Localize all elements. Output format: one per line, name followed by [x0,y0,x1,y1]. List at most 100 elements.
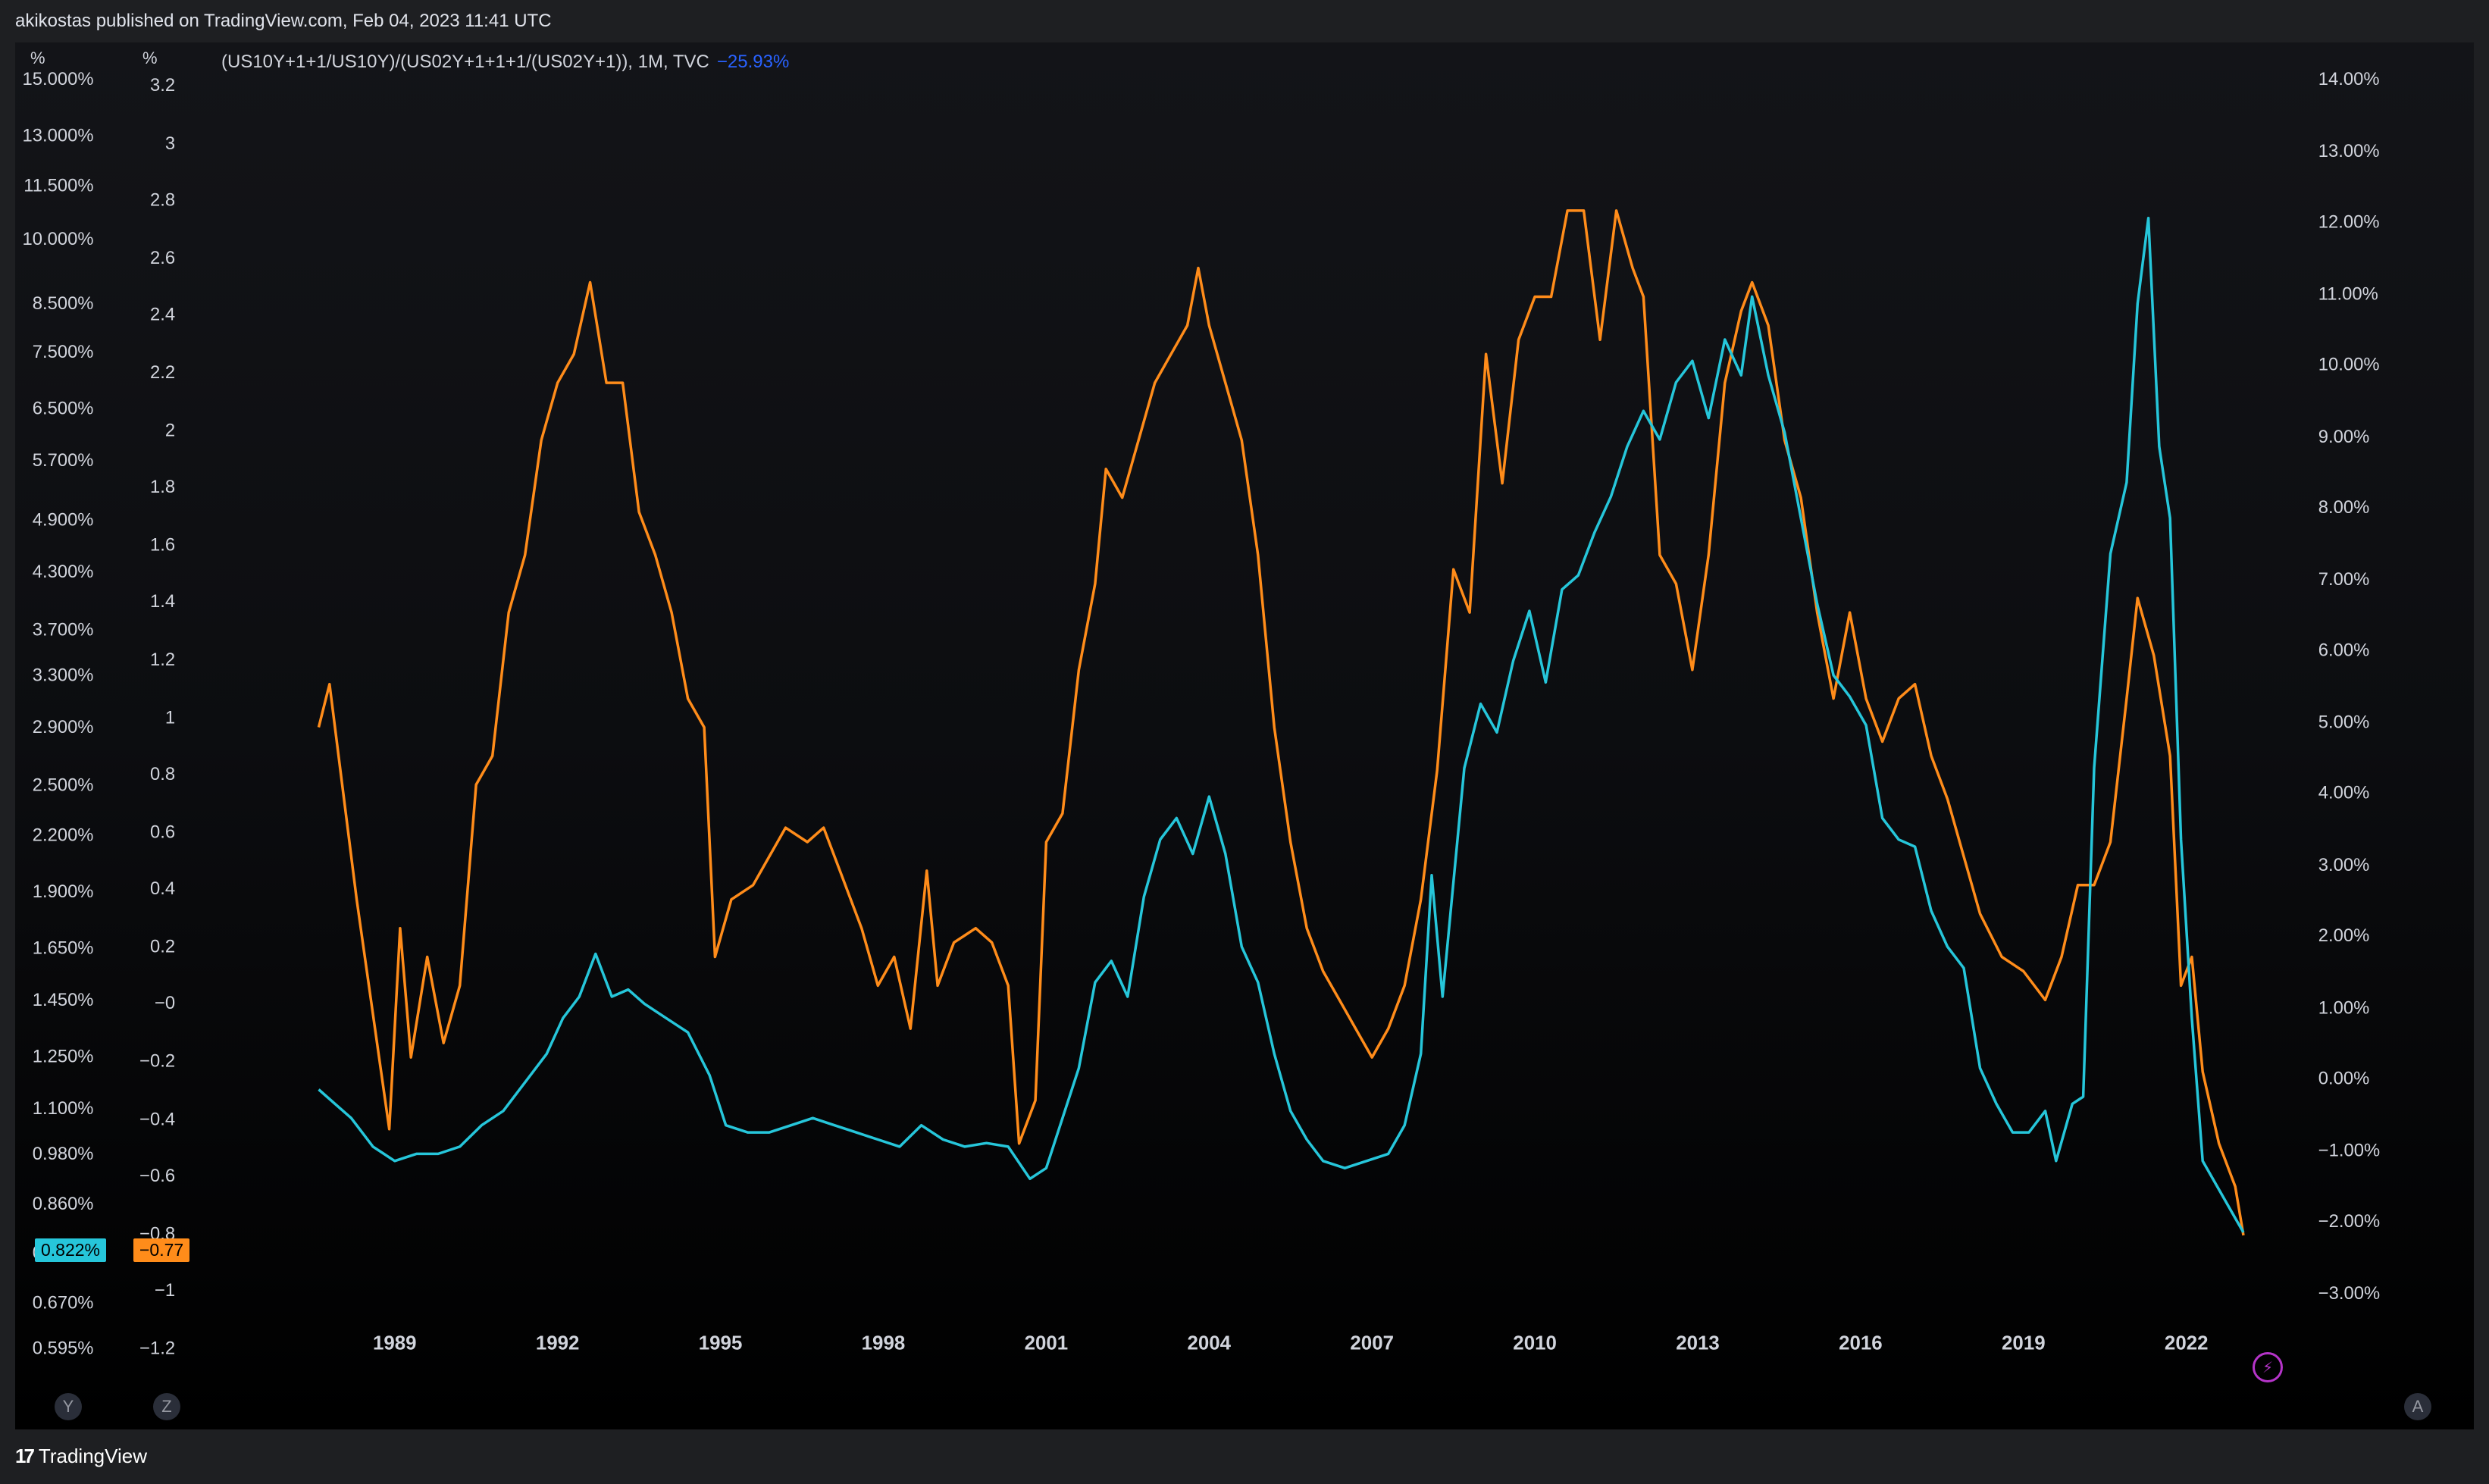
left-axis-2-tick: 0.2 [150,938,176,957]
legend-change: −25.93% [716,52,790,72]
time-axis-tick: 2019 [2002,1332,2046,1354]
left-axis-2-tick: −0.6 [139,1167,176,1187]
time-axis-tick: 2007 [1350,1332,1394,1354]
time-axis-tick: 2010 [1513,1332,1557,1354]
cyan-series-line[interactable] [318,216,2245,1233]
time-axis-tick: 2016 [1839,1332,1883,1354]
right-axis-tick: 7.00% [2318,570,2370,590]
time-axis-tick: 2013 [1676,1332,1720,1354]
left-axis-1-tick: 4.300% [32,563,94,583]
left-axis-2[interactable]: 3.2 3 2.8 2.6 2.4 2.2 2 1.8 1.6 1.4 1.2 1 0.8 0.6 0.4 0… [15,42,2474,1429]
left-axis-1-tick: 4.900% [32,511,94,531]
left-axis-2-tick: 2.2 [150,364,176,384]
left-axis-2-tick: 1.6 [150,536,176,556]
left-axis-2-tick: 0.8 [150,765,176,785]
time-axis-tick: 1992 [535,1332,580,1354]
right-axis-tick: 11.00% [2318,284,2378,304]
right-axis-tick: −1.00% [2318,1141,2381,1161]
left-axis-1-tick: 1.450% [32,991,94,1011]
right-axis-tick: 13.00% [2318,142,2380,161]
left-axis-1-tick: 3.300% [32,666,94,686]
left-axis-2-tick: −0.2 [139,1053,176,1072]
left-axis-1-tick: 2.200% [32,827,94,846]
left-axis-1[interactable]: 15.000% 13.000% 11.500% 10.000% 8.500% 7.500%… [15,42,2474,1429]
orange-series-line[interactable] [317,209,2245,1236]
left-axis-2-tick: 0.4 [150,880,176,900]
chart-plot[interactable] [15,42,2474,1429]
orange-price-tag: −0.77 [133,1238,190,1262]
left-axis-1-tick: 3.700% [32,621,94,640]
auto-scale-button[interactable]: A [2404,1393,2431,1420]
time-axis-tick: 1998 [861,1332,906,1354]
chart-frame[interactable]: % % (US10Y+1+1/US10Y)/(US02Y+1+1+1/(US02… [15,42,2474,1429]
right-axis-tick: 6.00% [2318,642,2370,662]
right-axis-tick: −2.00% [2318,1213,2381,1233]
left-axis-2-tick: 2.4 [150,306,176,326]
left-axis-1-tick: 15.000% [22,70,94,90]
right-axis-tick: 5.00% [2318,713,2370,733]
right-axis-tick: 2.00% [2318,928,2370,947]
tv-logo-icon: 17 [15,1445,35,1467]
z-scale-button[interactable]: Z [153,1393,180,1420]
left-axis-2-tick: 3 [164,134,176,154]
left-axis-1-tick: 5.700% [32,452,94,471]
publish-header: akikostas published on TradingView.com, … [0,0,2489,42]
left-axis-1-tick: 1.250% [32,1047,94,1067]
left-axis-1-tick: 10.000% [22,230,94,250]
left-axis-2-tick: 1 [164,708,176,728]
series-legend[interactable]: (US10Y+1+1/US10Y)/(US02Y+1+1+1/(US02Y+1)… [221,52,789,73]
left-axis-1-tick: 7.500% [32,343,94,363]
left-axis-2-tick: 1.2 [150,650,176,670]
right-axis-tick: 14.00% [2318,70,2380,90]
tradingview-logo[interactable]: 17 TradingView [15,1445,147,1468]
left-axis-2-tick: −0.4 [139,1110,176,1129]
cyan-price-tag: 0.822% [35,1238,107,1262]
y-scale-button[interactable]: Y [55,1393,82,1420]
time-axis-tick: 1995 [698,1332,743,1354]
left-axis-1-tick: 0.860% [32,1195,94,1215]
footer: 17 TradingView [0,1429,2489,1484]
right-axis-tick: 0.00% [2318,1070,2370,1090]
left-axis-2-tick: 0.6 [150,823,176,843]
time-axis-tick: 2001 [1024,1332,1069,1354]
left-axis-2-tick: −1 [154,1282,176,1301]
time-axis-tick: 1989 [372,1332,417,1354]
lightning-icon[interactable]: ⚡ [2253,1352,2283,1382]
right-axis-tick: −3.00% [2318,1285,2381,1304]
left-axis-2-tick: 2.6 [150,249,176,268]
left-axis-2-tick: 2 [164,421,176,440]
right-axis-tick: 9.00% [2318,427,2370,447]
left-axis-1-tick: 2.900% [32,719,94,738]
left-axis-2-tick: 3.2 [150,77,176,96]
left-axis-1-tick: 1.650% [32,940,94,959]
brand-name: TradingView [38,1445,147,1467]
right-axis-tick: 1.00% [2318,999,2370,1019]
left-axis-1-tick: 11.500% [23,177,94,196]
left-axis-2-tick: 2.8 [150,192,176,211]
left-axis-2-tick: 1.8 [150,478,176,498]
time-axis-tick: 2004 [1187,1332,1232,1354]
left-axis-1-unit: % [30,49,45,67]
left-axis-1-tick: 0.980% [32,1145,94,1165]
left-axis-2-tick: 1.4 [150,593,176,613]
left-axis-1-tick: 6.500% [32,399,94,419]
time-axis[interactable]: 1989 1992 1995 1998 2001 2004 2007 2010 2013 2016… [15,42,2474,1429]
time-axis-tick: 2022 [2164,1332,2209,1354]
right-axis-tick: 12.00% [2318,213,2380,233]
left-axis-1-tick: 1.900% [32,883,94,903]
left-axis-1-tick: 0.595% [32,1339,94,1359]
left-axis-2-tick: −1.2 [139,1339,176,1359]
legend-symbol: (US10Y+1+1/US10Y)/(US02Y+1+1+1/(US02Y+1)… [221,52,709,72]
left-axis-2-tick: −0 [154,995,176,1015]
left-axis-1-tick: 13.000% [22,127,94,146]
right-axis[interactable]: 14.00% 13.00% 12.00% 11.00% 10.00% 9.00% 8.00%… [15,42,2474,1429]
right-axis-tick: 10.00% [2318,356,2380,376]
right-axis-tick: 4.00% [2318,784,2370,804]
left-axis-1-tick: 2.500% [32,776,94,796]
left-axis-1-tick: 0.670% [32,1294,94,1313]
published-text: akikostas published on TradingView.com, … [15,11,552,31]
left-axis-1-tick: 8.500% [32,295,94,315]
left-axis-2-unit: % [142,49,158,67]
right-axis-tick: 8.00% [2318,499,2370,518]
left-axis-1-tick: 1.100% [32,1100,94,1119]
